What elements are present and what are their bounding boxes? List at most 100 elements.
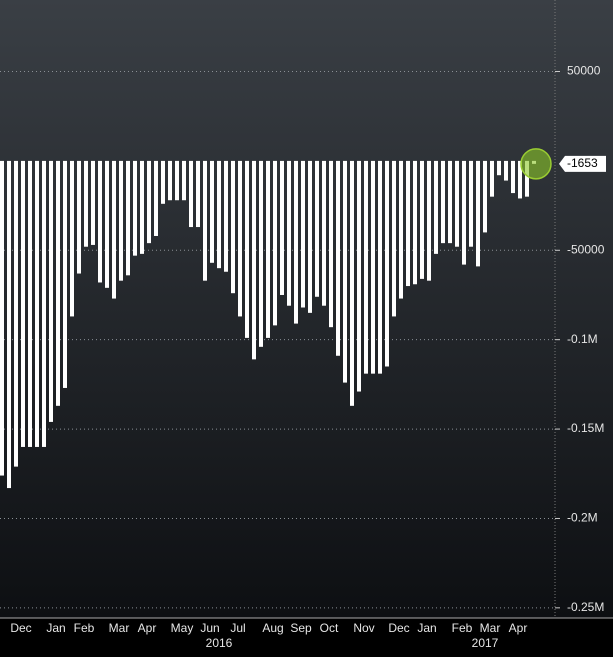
x-tick-label: Mar: [480, 621, 501, 635]
bar: [420, 160, 424, 279]
x-tick-label: Dec: [388, 621, 409, 635]
bar: [231, 160, 235, 294]
x-tick-label: Mar: [109, 621, 130, 635]
bar: [28, 160, 32, 447]
plot-background: [0, 0, 613, 618]
x-tick-label: Sep: [290, 621, 312, 635]
bar: [427, 160, 431, 281]
bar: [392, 160, 396, 317]
bar: [245, 160, 249, 338]
bar: [441, 160, 445, 244]
y-tick-label: -0.25M: [567, 600, 604, 614]
bar: [49, 160, 53, 422]
bar: [525, 160, 529, 197]
bar: [385, 160, 389, 367]
x-tick-label: Jul: [230, 621, 245, 635]
bar: [217, 160, 221, 269]
x-tick-label: Jun: [200, 621, 219, 635]
bar: [126, 160, 130, 276]
bar: [35, 160, 39, 447]
bar: [175, 160, 179, 201]
bar: [0, 160, 4, 476]
x-tick-label: Apr: [509, 621, 528, 635]
bar: [308, 160, 312, 313]
bar: [259, 160, 263, 347]
bar: [490, 160, 494, 197]
bar: [112, 160, 116, 299]
bar: [371, 160, 375, 374]
bar: [448, 160, 452, 244]
bar: [7, 160, 11, 489]
bar: [140, 160, 144, 254]
y-tick-label: -0.15M: [567, 421, 604, 435]
bar: [413, 160, 417, 285]
x-tick-label: Feb: [74, 621, 95, 635]
bar: [462, 160, 466, 265]
bar: [56, 160, 60, 406]
last-value-label: -1653: [567, 156, 598, 170]
y-tick-label: 50000: [567, 64, 601, 78]
bar: [119, 160, 123, 281]
bar: [343, 160, 347, 383]
last-value-highlight: [520, 148, 552, 180]
bar: [476, 160, 480, 267]
bar: [378, 160, 382, 374]
bar: [511, 160, 515, 194]
bar: [301, 160, 305, 308]
bar: [336, 160, 340, 356]
bar: [315, 160, 319, 297]
x-tick-label: Feb: [452, 621, 473, 635]
bar: [322, 160, 326, 306]
bar: [189, 160, 193, 228]
bar: [399, 160, 403, 299]
bar: [133, 160, 137, 256]
bar: [329, 160, 333, 328]
bar: [154, 160, 158, 236]
bar: [455, 160, 459, 247]
bar: [273, 160, 277, 326]
x-tick-label: Jan: [417, 621, 436, 635]
bar: [42, 160, 46, 447]
x-tick-label: May: [171, 621, 194, 635]
bar: [84, 160, 88, 247]
x-year-label: 2016: [206, 636, 233, 650]
bar: [210, 160, 214, 263]
bar: [147, 160, 151, 244]
bar: [350, 160, 354, 406]
bar: [91, 160, 95, 245]
bar: [21, 160, 25, 447]
bar: [497, 160, 501, 176]
y-tick-label: -50000: [567, 242, 605, 256]
bar: [105, 160, 109, 288]
bar: [14, 160, 18, 467]
y-tick-label: -0.2M: [567, 511, 598, 525]
axis-background: [0, 618, 613, 657]
bar: [70, 160, 74, 317]
bar: [504, 160, 508, 181]
x-tick-label: Oct: [320, 621, 339, 635]
bar: [168, 160, 172, 201]
bar: [238, 160, 242, 317]
bar: [364, 160, 368, 374]
bar: [294, 160, 298, 324]
bar: [434, 160, 438, 254]
x-tick-label: Jan: [46, 621, 65, 635]
bar: [266, 160, 270, 338]
bar: [77, 160, 81, 274]
bar: [196, 160, 200, 228]
bar: [406, 160, 410, 287]
bar: [98, 160, 102, 283]
x-tick-label: Apr: [138, 621, 157, 635]
bar: [224, 160, 228, 272]
bar: [182, 160, 186, 201]
x-tick-label: Dec: [10, 621, 31, 635]
x-year-label: 2017: [472, 636, 499, 650]
bar: [518, 160, 522, 199]
x-tick-label: Nov: [353, 621, 374, 635]
x-tick-label: Aug: [262, 621, 283, 635]
bar: [357, 160, 361, 392]
bar: [287, 160, 291, 306]
last-value-flag: [559, 155, 606, 172]
bar: [63, 160, 67, 388]
